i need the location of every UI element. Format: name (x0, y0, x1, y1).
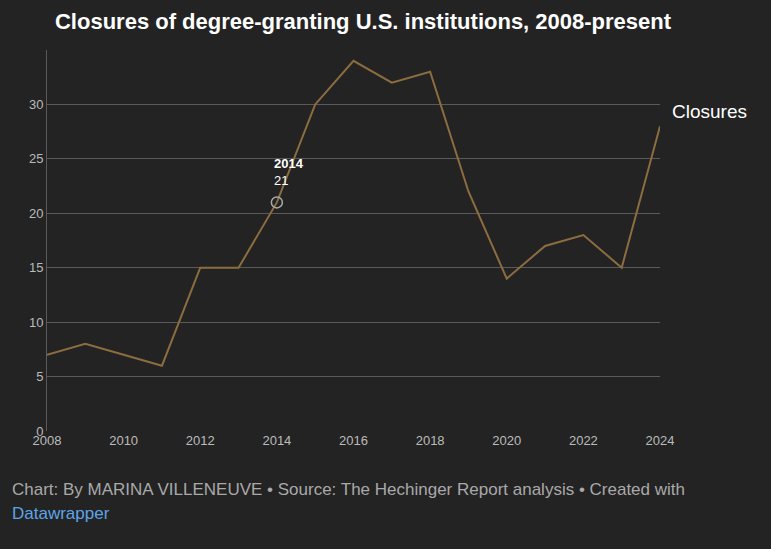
svg-text:2020: 2020 (492, 433, 521, 448)
svg-text:10: 10 (29, 315, 43, 330)
svg-text:2022: 2022 (569, 433, 598, 448)
svg-text:2010: 2010 (109, 433, 138, 448)
svg-text:2024: 2024 (646, 433, 675, 448)
svg-text:30: 30 (29, 97, 43, 112)
svg-text:15: 15 (29, 260, 43, 275)
svg-text:2018: 2018 (416, 433, 445, 448)
svg-text:0: 0 (36, 424, 43, 439)
html-text:Chart: By MARINA VILLENEUVE •: Chart: By MARINA VILLENEUVE • Source: Th… (12, 480, 685, 499)
svg-text:Closures: Closures (672, 101, 747, 122)
svg-text:Closures of degree-granting U.: Closures of degree-granting U.S. institu… (55, 9, 672, 34)
svg-text:2008: 2008 (33, 433, 62, 448)
svg-text:5: 5 (36, 369, 43, 384)
svg-text:2012: 2012 (186, 433, 215, 448)
svg-text:2014: 2014 (262, 433, 291, 448)
svg-text:2016: 2016 (339, 433, 368, 448)
html-text:Datawrapper: Datawrapper (12, 504, 110, 523)
svg-text:201421: 201421 (274, 156, 304, 188)
svg-text:25: 25 (29, 151, 43, 166)
svg-text:20: 20 (29, 206, 43, 221)
